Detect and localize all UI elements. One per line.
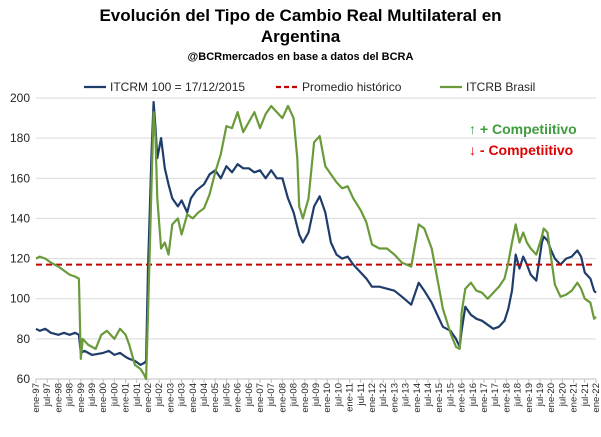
annotations: ↑ + Competiitivo ↓ - Competiitivo <box>469 121 577 158</box>
chart-title-line-1: Evolución del Tipo de Cambio Real Multil… <box>99 6 502 25</box>
x-tick-label-jul-00: jul-00 <box>109 383 120 407</box>
x-tick-label-jul-20: jul-20 <box>557 383 568 407</box>
x-tick-label-ene-97: ene-97 <box>31 383 42 413</box>
x-tick-label-jul-07: jul-07 <box>266 383 277 407</box>
x-tick-label-ene-19: ene-19 <box>524 383 535 413</box>
x-axis: ene-97 jul-97 ene-98 jul-98 ene-99 jul-99 ene-… <box>31 379 601 413</box>
x-tick-label-ene-10: ene-10 <box>322 383 333 413</box>
x-tick-label-ene-20: ene-20 <box>546 383 557 413</box>
x-tick-label-ene-11: ene-11 <box>345 383 356 412</box>
x-tick-label-ene-18: ene-18 <box>501 383 512 413</box>
y-tick-label-60: 60 <box>17 372 31 386</box>
series-group <box>35 100 597 381</box>
x-tick-label-jul-01: jul-01 <box>132 383 143 407</box>
x-tick-label-jul-03: jul-03 <box>177 383 188 407</box>
x-tick-label-jul-18: jul-18 <box>513 383 524 407</box>
x-tick-label-jul-13: jul-13 <box>401 383 412 407</box>
x-tick-label-jul-17: jul-17 <box>490 383 501 407</box>
chart-title: Evolución del Tipo de Cambio Real Multil… <box>0 5 601 47</box>
x-tick-label-jul-97: jul-97 <box>42 383 53 407</box>
x-tick-label-ene-04: ene-04 <box>188 383 199 413</box>
x-tick-label-jul-16: jul-16 <box>468 383 479 407</box>
x-tick-label-jul-06: jul-06 <box>244 383 255 407</box>
x-tick-label-jul-14: jul-14 <box>423 383 434 407</box>
series-line-itcrb-brasil <box>35 104 597 381</box>
x-tick-label-jul-04: jul-04 <box>199 383 210 407</box>
x-tick-label-jul-02: jul-02 <box>154 383 165 407</box>
x-tick-label-jul-08: jul-08 <box>289 383 300 407</box>
x-tick-label-jul-11: jul-11 <box>356 383 367 407</box>
x-tick-label-jul-15: jul-15 <box>445 383 456 407</box>
x-tick-label-ene-13: ene-13 <box>389 383 400 413</box>
legend-item-itcrb-label: ITCRB Brasil <box>466 80 535 94</box>
y-tick-label-160: 160 <box>10 171 30 185</box>
y-tick-label-180: 180 <box>10 131 30 145</box>
x-tick-label-jul-05: jul-05 <box>221 383 232 407</box>
x-tick-label-ene-06: ene-06 <box>233 383 244 413</box>
x-tick-label-ene-01: ene-01 <box>121 383 132 413</box>
x-tick-label-jul-21: jul-21 <box>580 383 591 407</box>
legend-item-promedio-label: Promedio histórico <box>302 80 402 94</box>
chart-title-line-2: Argentina <box>260 27 341 46</box>
chart-subtitle: @BCRmercados en base a datos del BCRA <box>187 51 414 63</box>
x-tick-label-ene-15: ene-15 <box>434 383 445 413</box>
x-tick-label-ene-21: ene-21 <box>569 383 580 413</box>
x-tick-label-jul-98: jul-98 <box>65 383 76 407</box>
x-tick-label-ene-98: ene-98 <box>53 383 64 413</box>
x-tick-label-jul-99: jul-99 <box>87 383 98 407</box>
y-axis: 60 80 100 120 140 160 180 200 <box>10 91 30 386</box>
x-tick-label-ene-03: ene-03 <box>165 383 176 413</box>
x-tick-label-jul-19: jul-19 <box>535 383 546 407</box>
x-tick-label-ene-99: ene-99 <box>76 383 87 413</box>
x-tick-label-jul-12: jul-12 <box>378 383 389 407</box>
x-tick-label-jul-10: jul-10 <box>333 383 344 407</box>
x-tick-label-ene-17: ene-17 <box>479 383 490 413</box>
x-tick-label-ene-02: ene-02 <box>143 383 154 413</box>
annotation-more-competitive: ↑ + Competiitivo <box>469 121 577 137</box>
x-tick-label-ene-14: ene-14 <box>412 383 423 413</box>
x-tick-label-ene-12: ene-12 <box>367 383 378 413</box>
y-tick-label-120: 120 <box>10 252 30 266</box>
legend-item-itcrm-label: ITCRM 100 = 17/12/2015 <box>110 80 245 94</box>
x-tick-label-ene-00: ene-00 <box>98 383 109 413</box>
x-tick-label-ene-22: ene-22 <box>591 383 601 413</box>
annotation-less-competitive: ↓ - Competiitivo <box>469 142 573 158</box>
legend: ITCRM 100 = 17/12/2015 Promedio histórico… <box>84 80 535 94</box>
y-tick-label-200: 200 <box>10 91 30 105</box>
x-tick-label-ene-09: ene-09 <box>300 383 311 413</box>
x-tick-label-ene-07: ene-07 <box>255 383 266 413</box>
y-tick-label-140: 140 <box>10 211 30 225</box>
x-tick-label-ene-16: ene-16 <box>457 383 468 413</box>
x-tick-label-ene-08: ene-08 <box>277 383 288 413</box>
x-tick-label-jul-09: jul-09 <box>311 383 322 407</box>
y-tick-label-100: 100 <box>10 292 30 306</box>
x-tick-label-ene-05: ene-05 <box>210 383 221 413</box>
y-tick-label-80: 80 <box>17 332 31 346</box>
